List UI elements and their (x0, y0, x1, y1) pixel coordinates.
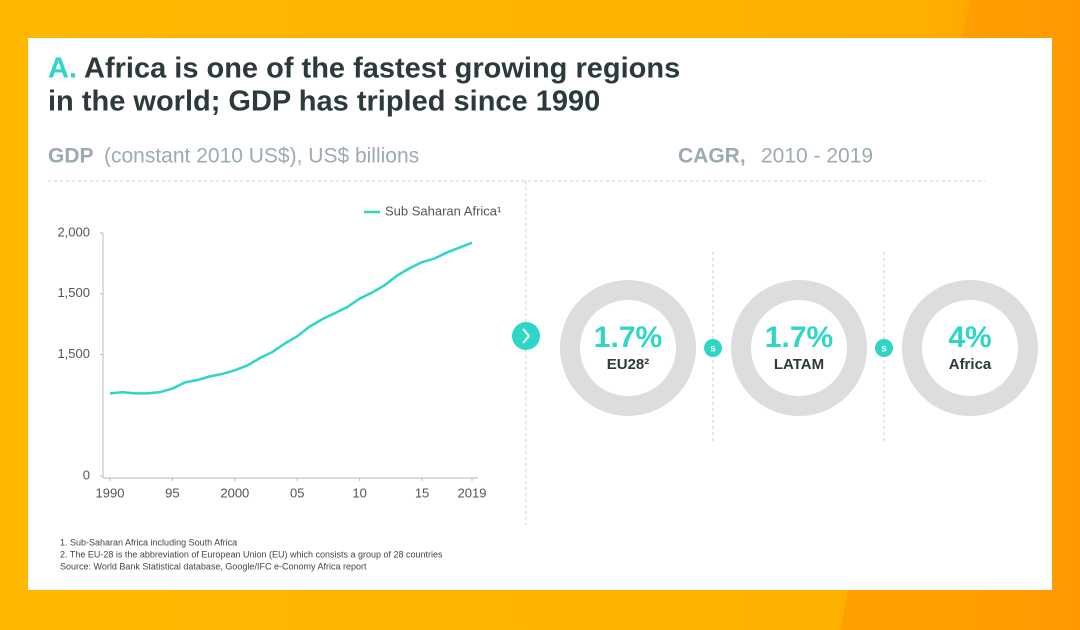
card (28, 38, 1052, 590)
cagr-value: 1.7% (765, 321, 833, 354)
title-line: in the world; GDP has tripled since 1990 (48, 86, 600, 118)
x-tick-label: 95 (165, 485, 179, 500)
arrow-icon (512, 322, 540, 350)
data-line (109, 241, 473, 395)
separator-label: s (881, 344, 887, 355)
x-tick-label: 2000 (220, 485, 249, 500)
y-tick-label: 0 (83, 467, 90, 482)
arrow-chevron (522, 328, 531, 344)
cagr-value: 4% (948, 321, 991, 354)
subtitle-bold: GDP (48, 145, 94, 168)
cagr-title-bold: CAGR, (678, 145, 746, 168)
separator-label: s (710, 344, 716, 355)
separator-icon (875, 339, 893, 357)
title-line: Africa is one of the fastest growing reg… (84, 53, 680, 85)
legend-label: Sub Saharan Africa¹ (385, 203, 502, 218)
x-tick-label: 1990 (96, 485, 125, 500)
y-tick-label: 2,000 (57, 224, 90, 239)
y-tick-label: 1,500 (57, 285, 90, 300)
x-tick-label: 05 (290, 485, 304, 500)
cagr-ring (902, 280, 1038, 416)
separator-icon (704, 339, 722, 357)
footnote: 2. The EU-28 is the abbreviation of Euro… (60, 549, 443, 559)
cagr-ring (731, 280, 867, 416)
x-tick-label: 2019 (458, 485, 487, 500)
cagr-name: EU28² (607, 356, 650, 373)
cagr-value: 1.7% (594, 321, 662, 354)
cagr-name: LATAM (774, 356, 824, 373)
footnote: 1. Sub-Saharan Africa including South Af… (60, 537, 237, 547)
title-prefix: A. (48, 53, 77, 85)
x-tick-label: 15 (415, 485, 429, 500)
x-tick-label: 10 (352, 485, 366, 500)
subtitle: (constant 2010 US$), US$ billions (104, 145, 419, 168)
cagr-ring (560, 280, 696, 416)
y-tick-label: 1,500 (57, 346, 90, 361)
cagr-name: Africa (949, 356, 992, 373)
cagr-title: 2010 - 2019 (761, 145, 873, 168)
footnote: Source: World Bank Statistical database,… (60, 561, 367, 571)
